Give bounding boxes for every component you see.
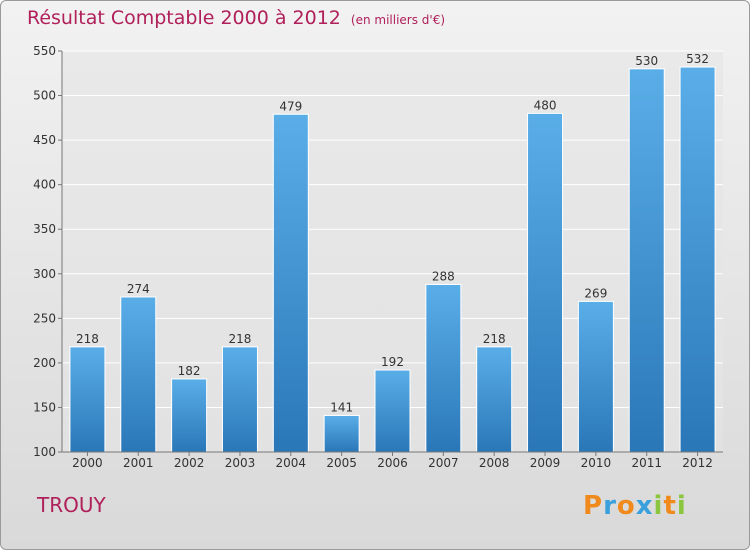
- bar-2002: [171, 378, 208, 453]
- logo-letter: r: [603, 491, 617, 521]
- x-tick-label: 2012: [682, 456, 713, 470]
- bar-value-label: 218: [483, 332, 506, 346]
- y-tick-label: 550: [33, 44, 56, 58]
- bar-2001: [120, 296, 157, 453]
- y-tick-label: 450: [33, 133, 56, 147]
- bar-value-label: 288: [432, 269, 455, 283]
- x-tick-label: 2009: [530, 456, 561, 470]
- bar-value-label: 274: [127, 282, 150, 296]
- logo-letter: t: [663, 491, 677, 521]
- bar-2000: [69, 346, 106, 453]
- logo-letter: o: [616, 491, 636, 521]
- bar-value-label: 480: [534, 98, 557, 112]
- y-tick-label: 100: [33, 445, 56, 459]
- x-tick-label: 2004: [276, 456, 307, 470]
- x-tick-label: 2006: [377, 456, 408, 470]
- bar-value-label: 141: [330, 400, 353, 414]
- x-tick-label: 2010: [581, 456, 612, 470]
- bar-2003: [221, 346, 258, 453]
- bar-value-label: 182: [178, 364, 201, 378]
- place-name: TROUY: [37, 493, 106, 517]
- bar-value-label: 192: [381, 355, 404, 369]
- y-tick-label: 500: [33, 89, 56, 103]
- bar-value-label: 218: [229, 332, 252, 346]
- bar-2012: [679, 66, 716, 453]
- bar-2011: [628, 68, 665, 453]
- logo-letter: i: [676, 491, 687, 521]
- x-tick-label: 2000: [72, 456, 103, 470]
- proxiti-logo: Proxiti: [583, 491, 687, 521]
- logo-letter: x: [635, 491, 654, 521]
- y-tick-label: 300: [33, 267, 56, 281]
- logo-letter: i: [653, 491, 664, 521]
- y-tick-label: 200: [33, 356, 56, 370]
- x-tick-label: 2002: [174, 456, 205, 470]
- y-tick-label: 400: [33, 178, 56, 192]
- y-tick-label: 150: [33, 400, 56, 414]
- logo-letter: P: [583, 491, 604, 521]
- y-tick-label: 250: [33, 311, 56, 325]
- y-tick-label: 350: [33, 222, 56, 236]
- x-tick-label: 2007: [428, 456, 459, 470]
- bar-2010: [577, 300, 614, 453]
- x-axis-ticks: 2000 2001 2002 2003 2004 2005 2006 2007 2008 2009…: [72, 452, 713, 470]
- bar-2006: [374, 369, 411, 453]
- title-text: Résultat Comptable 2000 à 2012: [27, 7, 341, 29]
- bar-value-label: 532: [686, 52, 709, 66]
- bar-2004: [272, 113, 309, 453]
- x-tick-label: 2008: [479, 456, 510, 470]
- chart-title: Résultat Comptable 2000 à 2012 (en millie…: [27, 7, 445, 29]
- bar-2008: [476, 346, 513, 453]
- bar-value-label: 530: [635, 54, 658, 68]
- x-tick-label: 2003: [225, 456, 256, 470]
- x-tick-label: 2001: [123, 456, 154, 470]
- bar-2005: [323, 414, 360, 453]
- bar-value-label: 269: [584, 286, 607, 300]
- subtitle-text: (en milliers d'€): [350, 13, 446, 27]
- y-axis-ticks: 100 150 200 250 300 350 400 450 500 550: [33, 44, 62, 459]
- x-tick-label: 2005: [326, 456, 357, 470]
- bar-value-label: 479: [279, 99, 302, 113]
- bar-value-label: 218: [76, 332, 99, 346]
- bar-2009: [527, 112, 564, 453]
- bar-2007: [425, 283, 462, 453]
- x-tick-label: 2011: [631, 456, 662, 470]
